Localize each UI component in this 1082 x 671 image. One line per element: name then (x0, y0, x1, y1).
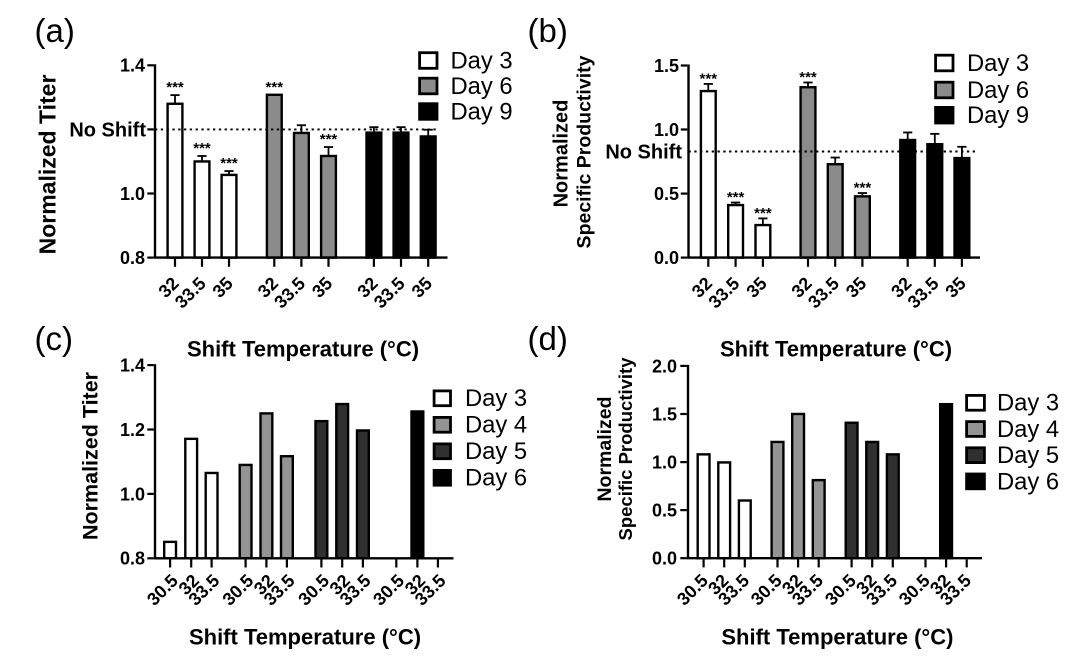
svg-text:Normalized Titer: Normalized Titer (35, 75, 61, 255)
svg-text:Day 3: Day 3 (967, 50, 1029, 77)
svg-text:0.0: 0.0 (654, 248, 679, 268)
svg-text:***: *** (220, 155, 238, 172)
svg-text:1.0: 1.0 (652, 453, 677, 473)
svg-text:Day 4: Day 4 (997, 416, 1059, 443)
svg-text:Normalized Titer: Normalized Titer (78, 371, 102, 540)
svg-text:***: *** (193, 140, 211, 157)
svg-text:Day 3: Day 3 (465, 385, 527, 412)
svg-text:Day 3: Day 3 (997, 390, 1059, 417)
svg-text:1.5: 1.5 (654, 56, 679, 76)
svg-text:***: *** (754, 205, 772, 222)
svg-text:Shift Temperature (°C): Shift Temperature (°C) (189, 624, 421, 649)
svg-text:1.0: 1.0 (654, 120, 679, 140)
svg-text:***: *** (799, 69, 817, 86)
svg-text:***: *** (266, 79, 284, 96)
svg-text:2.0: 2.0 (652, 356, 677, 376)
svg-text:0.0: 0.0 (652, 549, 677, 569)
svg-text:Day 5: Day 5 (997, 442, 1059, 469)
svg-text:Day 5: Day 5 (465, 438, 527, 465)
svg-text:No Shift: No Shift (605, 142, 682, 164)
svg-text:(a): (a) (35, 12, 75, 49)
svg-text:1.4: 1.4 (120, 56, 145, 76)
svg-text:1.2: 1.2 (120, 420, 145, 440)
svg-text:Day 4: Day 4 (465, 412, 527, 439)
svg-text:(d): (d) (528, 320, 568, 357)
svg-text:Shift Temperature (°C): Shift Temperature (°C) (187, 337, 419, 362)
svg-text:1.0: 1.0 (120, 184, 145, 204)
svg-text:***: *** (700, 70, 718, 87)
svg-text:***: *** (320, 131, 338, 148)
svg-text:Normalized: Normalized (594, 396, 616, 501)
svg-text:0.5: 0.5 (652, 501, 677, 521)
svg-text:Day 6: Day 6 (465, 465, 527, 492)
svg-text:No Shift: No Shift (69, 119, 146, 141)
svg-text:Day 6: Day 6 (451, 73, 513, 100)
svg-text:0.8: 0.8 (120, 549, 145, 569)
svg-text:Day 6: Day 6 (967, 77, 1029, 104)
svg-text:(b): (b) (528, 12, 568, 49)
svg-text:1.0: 1.0 (120, 484, 145, 504)
svg-text:1.4: 1.4 (120, 356, 145, 376)
svg-text:Specific Productivity: Specific Productivity (615, 357, 636, 541)
svg-text:1.5: 1.5 (652, 404, 677, 424)
svg-text:Shift Temperature (°C): Shift Temperature (°C) (721, 624, 953, 649)
svg-text:***: *** (166, 79, 184, 96)
svg-text:Specific Productivity: Specific Productivity (574, 55, 596, 248)
svg-text:0.5: 0.5 (654, 184, 679, 204)
svg-text:***: *** (727, 189, 745, 206)
svg-text:Day 6: Day 6 (997, 468, 1059, 495)
svg-text:(c): (c) (35, 320, 73, 357)
svg-text:***: *** (854, 180, 872, 197)
svg-text:Shift Temperature (°C): Shift Temperature (°C) (720, 337, 952, 362)
svg-text:Day 9: Day 9 (967, 102, 1029, 129)
svg-text:Day 9: Day 9 (451, 98, 513, 125)
svg-text:Day 3: Day 3 (451, 47, 513, 74)
svg-text:0.8: 0.8 (120, 248, 145, 268)
svg-text:Normalized: Normalized (550, 100, 572, 208)
